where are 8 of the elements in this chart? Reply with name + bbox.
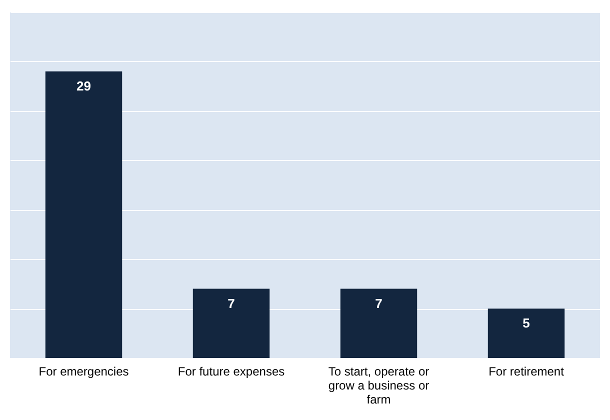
x-tick-label: For emergencies (38, 364, 129, 378)
x-tick-label: For future expenses (178, 364, 285, 378)
data-label: 5 (522, 316, 530, 331)
x-tick-label: To start, operate or grow a business or farm (328, 364, 430, 406)
data-label: 7 (228, 296, 235, 311)
data-label: 29 (76, 78, 91, 94)
x-tick-label: For retirement (488, 364, 565, 378)
data-label: 7 (375, 296, 382, 311)
